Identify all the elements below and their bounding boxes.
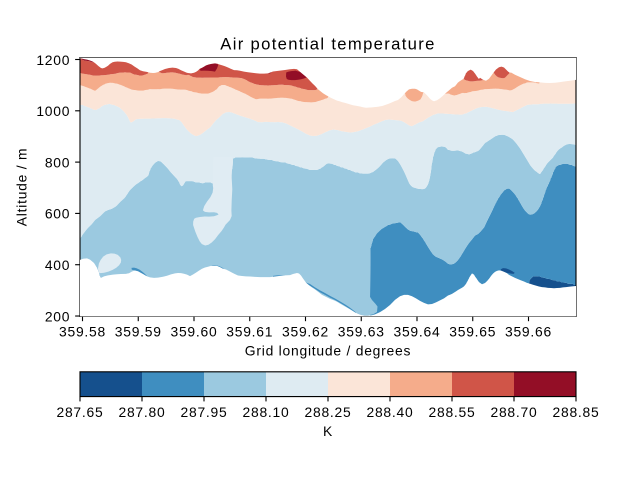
svg-text:Air potential temperature: Air potential temperature (220, 34, 435, 53)
svg-text:1200: 1200 (36, 52, 70, 68)
svg-text:800: 800 (45, 154, 70, 170)
svg-text:359.60: 359.60 (170, 324, 217, 340)
svg-text:288.25: 288.25 (304, 404, 351, 420)
svg-text:359.62: 359.62 (282, 324, 329, 340)
svg-text:288.85: 288.85 (552, 404, 599, 420)
svg-text:288.10: 288.10 (242, 404, 289, 420)
svg-text:359.65: 359.65 (449, 324, 496, 340)
svg-text:Altitude / m: Altitude / m (13, 148, 29, 227)
svg-text:359.61: 359.61 (226, 324, 273, 340)
svg-text:288.40: 288.40 (366, 404, 413, 420)
svg-text:287.65: 287.65 (56, 404, 103, 420)
svg-text:287.95: 287.95 (180, 404, 227, 420)
svg-text:359.66: 359.66 (505, 324, 552, 340)
svg-text:287.80: 287.80 (118, 404, 165, 420)
svg-text:1000: 1000 (36, 103, 70, 119)
svg-text:359.59: 359.59 (115, 324, 162, 340)
svg-text:400: 400 (45, 257, 70, 273)
svg-text:600: 600 (45, 206, 70, 222)
svg-text:288.55: 288.55 (428, 404, 475, 420)
svg-text:Grid longitude / degrees: Grid longitude / degrees (245, 343, 411, 359)
svg-text:359.58: 359.58 (59, 324, 106, 340)
svg-text:359.64: 359.64 (393, 324, 440, 340)
svg-text:K: K (323, 423, 333, 439)
svg-text:200: 200 (45, 308, 70, 324)
svg-text:288.70: 288.70 (490, 404, 537, 420)
svg-text:359.63: 359.63 (338, 324, 385, 340)
